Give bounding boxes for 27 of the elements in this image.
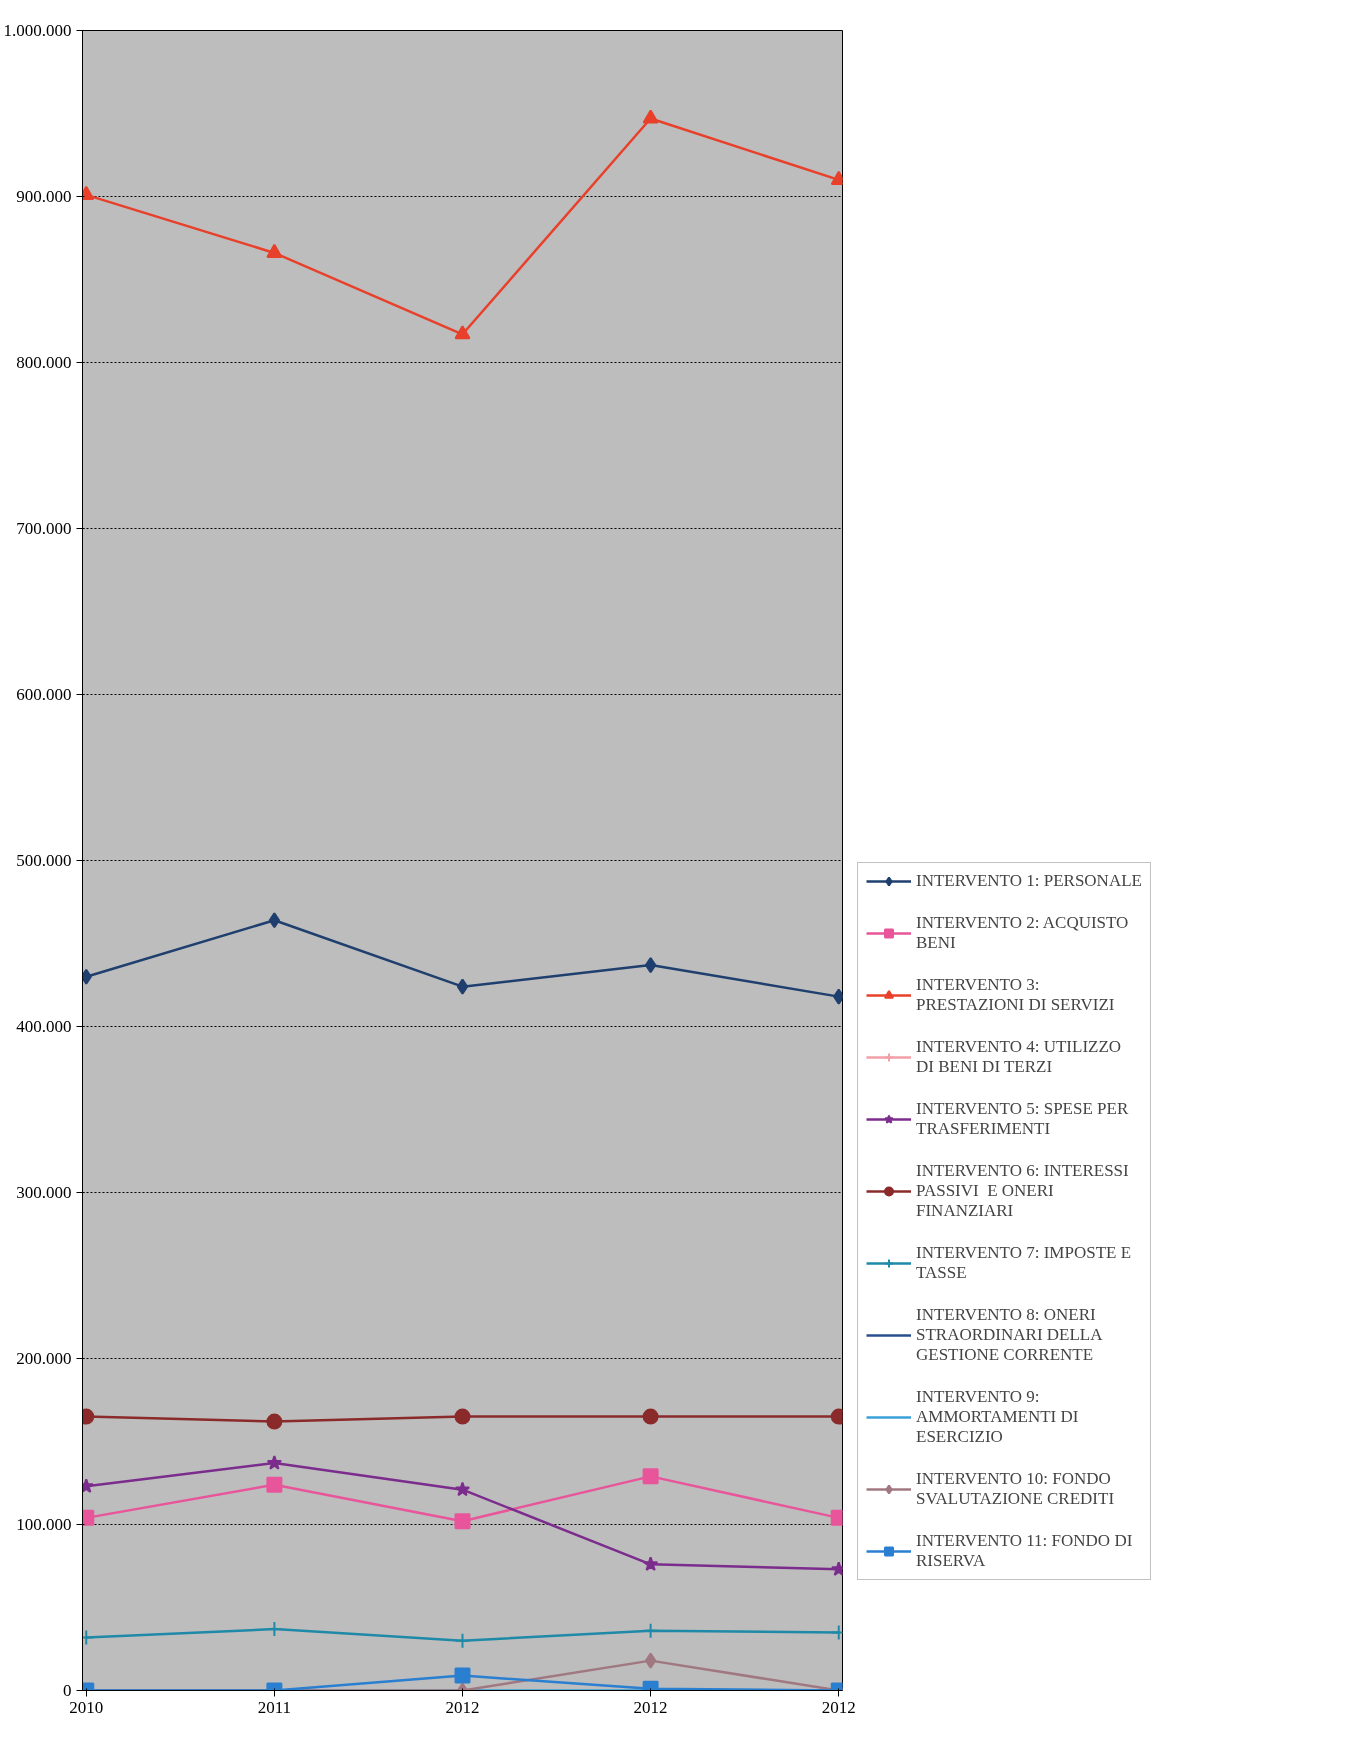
y-tick-label: 0 xyxy=(63,1681,72,1700)
x-tick-label: 2012 xyxy=(633,1697,668,1717)
y-tick-label: 600.000 xyxy=(16,685,72,704)
x-tick-label: 2011 xyxy=(257,1697,292,1717)
legend-label: INTERVENTO 8: ONERI STRAORDINARI DELLA GESTIONE CORRENTE xyxy=(916,1305,1103,1365)
y-tick-label: 500.000 xyxy=(16,851,72,870)
legend-label: INTERVENTO 6: INTERESSI PASSIVI E ONERI FINANZIARI xyxy=(916,1161,1129,1221)
legend-label: INTERVENTO 3: PRESTAZIONI DI SERVIZI xyxy=(916,975,1115,1015)
legend-label: INTERVENTO 5: SPESE PER TRASFERIMENTI xyxy=(916,1099,1129,1139)
y-tick-label: 400.000 xyxy=(16,1017,72,1036)
x-tick-label: 2012 xyxy=(821,1697,856,1717)
legend-label: INTERVENTO 10: FONDO SVALUTAZIONE CREDITI xyxy=(916,1469,1115,1509)
y-tick-label: 1.000.000 xyxy=(3,21,72,40)
legend-label: INTERVENTO 4: UTILIZZO DI BENI DI TERZI xyxy=(916,1037,1122,1077)
y-tick-label: 700.000 xyxy=(16,519,72,538)
y-tick-label: 100.000 xyxy=(16,1515,72,1534)
legend-label: INTERVENTO 2: ACQUISTO BENI xyxy=(916,913,1129,953)
y-tick-label: 200.000 xyxy=(16,1349,72,1368)
x-tick-label: 2012 xyxy=(445,1697,480,1717)
x-tick-label: 2010 xyxy=(69,1697,104,1717)
legend-label: INTERVENTO 7: IMPOSTE E TASSE xyxy=(916,1243,1132,1283)
legend-label: INTERVENTO 11: FONDO DI RISERVA xyxy=(916,1531,1133,1571)
y-tick-label: 300.000 xyxy=(16,1183,72,1202)
legend-label: INTERVENTO 1: PERSONALE xyxy=(916,871,1142,891)
y-tick-label: 800.000 xyxy=(16,353,72,372)
y-tick-label: 900.000 xyxy=(16,187,72,206)
legend-label: INTERVENTO 9: AMMORTAMENTI DI ESERCIZIO xyxy=(916,1387,1079,1447)
